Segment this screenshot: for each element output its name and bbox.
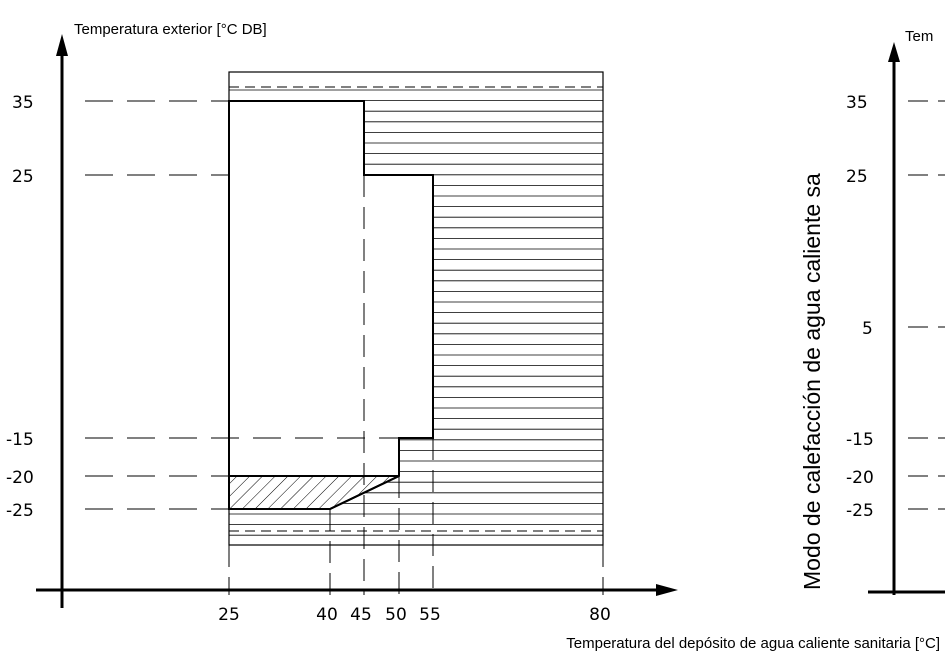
right-y-tick-label: 35 — [846, 93, 868, 113]
right-y-tick-label: -15 — [846, 430, 874, 450]
right-y-tick-label: -20 — [846, 468, 874, 488]
right-y-axis-arrow — [888, 42, 900, 62]
operating-envelope — [228, 100, 434, 510]
right-y-tick-label: 5 — [862, 319, 873, 339]
y-tick-label: 25 — [12, 167, 34, 187]
y-tick-label: -15 — [6, 430, 34, 450]
x-tick-label: 45 — [350, 605, 372, 625]
x-axis-arrow — [656, 584, 678, 596]
right-y-tick-label: 25 — [846, 167, 868, 187]
left-chart: Temperatura exterior [°C DB] Temperatura… — [6, 21, 940, 652]
x-tick-label: 55 — [419, 605, 441, 625]
x-tick-label: 25 — [218, 605, 240, 625]
right-chart-side-title: Modo de calefacción de agua caliente sa — [799, 173, 825, 590]
y-tick-label: -20 — [6, 468, 34, 488]
x-guide-lines — [228, 175, 604, 595]
x-axis-title: Temperatura del depósito de agua calient… — [566, 635, 940, 652]
x-tick-label: 50 — [385, 605, 407, 625]
y-axis-arrow — [56, 34, 68, 56]
x-tick-label: 80 — [589, 605, 611, 625]
y-axis-title: Temperatura exterior [°C DB] — [74, 21, 267, 38]
right-y-axis-title: Tem — [905, 28, 933, 45]
y-guide-lines — [85, 100, 433, 510]
y-tick-label: 35 — [12, 93, 34, 113]
x-tick-label: 40 — [316, 605, 338, 625]
y-tick-label: -25 — [6, 501, 34, 521]
right-y-tick-label: -25 — [846, 501, 874, 521]
right-chart: Modo de calefacción de agua caliente sa … — [799, 28, 945, 595]
